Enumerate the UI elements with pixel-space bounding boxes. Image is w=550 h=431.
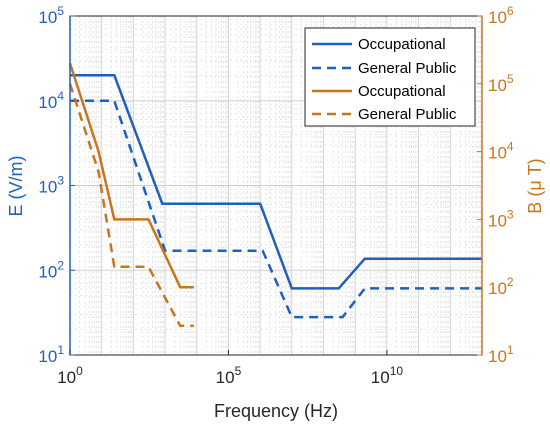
y-left-tick-label: 103 [38, 174, 64, 197]
x-tick-label: 1010 [371, 364, 404, 387]
x-tick-label: 100 [57, 364, 83, 387]
y-right-tick-label: 104 [488, 140, 514, 163]
y-left-tick-label: 104 [38, 89, 64, 112]
series-line-1 [70, 99, 482, 319]
legend-label-occupational-e: Occupational [358, 36, 446, 53]
y-left-tick-label: 101 [38, 343, 64, 366]
y-right-tick-label: 105 [488, 72, 514, 95]
y-right-tick-label: 101 [488, 343, 514, 366]
y-left-axis-title: E (V/m) [6, 156, 26, 217]
y-right-tick-label: 106 [488, 4, 514, 27]
series-lines [68, 63, 482, 328]
legend: Occupational General Public Occupational… [304, 27, 476, 127]
legend-label-general-public-e: General Public [358, 60, 457, 77]
y-left-tick-label: 105 [38, 4, 64, 27]
series-line-2 [68, 63, 194, 289]
legend-label-occupational-b: Occupational [358, 83, 446, 100]
axes: 100 105 1010 101 102 103 104 105 101 102 103 104 105… [38, 4, 514, 387]
legend-label-general-public-b: General Public [358, 106, 457, 123]
y-right-tick-label: 103 [488, 207, 514, 230]
series-line-3 [68, 83, 194, 328]
y-right-axis-title: B (μ T) [525, 158, 545, 213]
y-left-tick-label: 102 [38, 258, 64, 281]
y-right-tick-label: 102 [488, 275, 514, 298]
series-line-0 [70, 73, 482, 290]
x-tick-label: 105 [216, 364, 242, 387]
x-axis-title: Frequency (Hz) [214, 401, 338, 421]
